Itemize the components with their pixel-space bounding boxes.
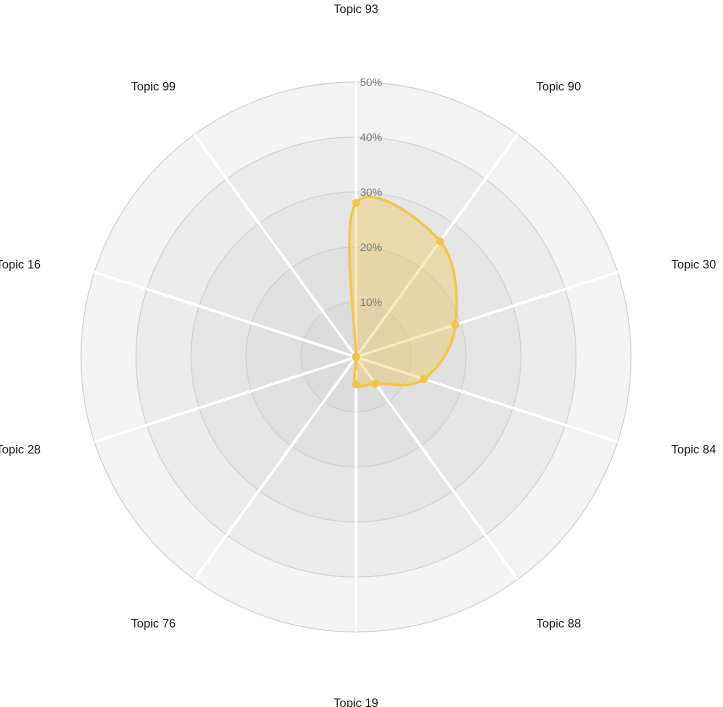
axis-spoke <box>193 356 358 581</box>
radial-tick-label: 40% <box>360 132 382 144</box>
data-point <box>420 375 428 384</box>
axis-label: Topic 76 <box>131 617 176 631</box>
radial-tick-label: 30% <box>360 187 382 199</box>
radial-tick-label: 10% <box>360 297 382 309</box>
series-area <box>348 195 458 388</box>
data-point <box>451 320 460 329</box>
axis-spoke <box>355 270 618 359</box>
data-point <box>352 380 360 389</box>
series-layer <box>348 195 460 389</box>
axis-label: Topic 90 <box>536 79 581 93</box>
axis-spoke <box>94 270 357 359</box>
radial-tick-labels: 10% 20% 30% 40% 50% <box>360 77 382 309</box>
axis-spoke <box>354 356 519 581</box>
data-point <box>352 199 360 207</box>
axis-label: Topic 19 <box>334 696 379 707</box>
radial-tick-label: 20% <box>360 242 382 254</box>
data-point <box>352 353 360 361</box>
data-point <box>371 379 380 388</box>
axis-label: Topic 84 <box>671 443 716 457</box>
axis-spoke <box>94 355 357 444</box>
data-point <box>436 237 445 246</box>
radial-tick-label: 50% <box>360 77 382 89</box>
axis-spoke <box>355 355 618 444</box>
axis-spokes <box>94 82 618 632</box>
axis-spoke <box>193 133 358 358</box>
axis-label: Topic 88 <box>536 617 581 631</box>
axis-label: Topic 99 <box>131 79 176 93</box>
axis-label: Topic 93 <box>334 2 379 16</box>
axis-label: Topic 28 <box>0 443 41 457</box>
axis-label: Topic 16 <box>0 257 41 271</box>
axis-spoke <box>354 133 519 358</box>
axis-label: Topic 30 <box>671 257 716 271</box>
